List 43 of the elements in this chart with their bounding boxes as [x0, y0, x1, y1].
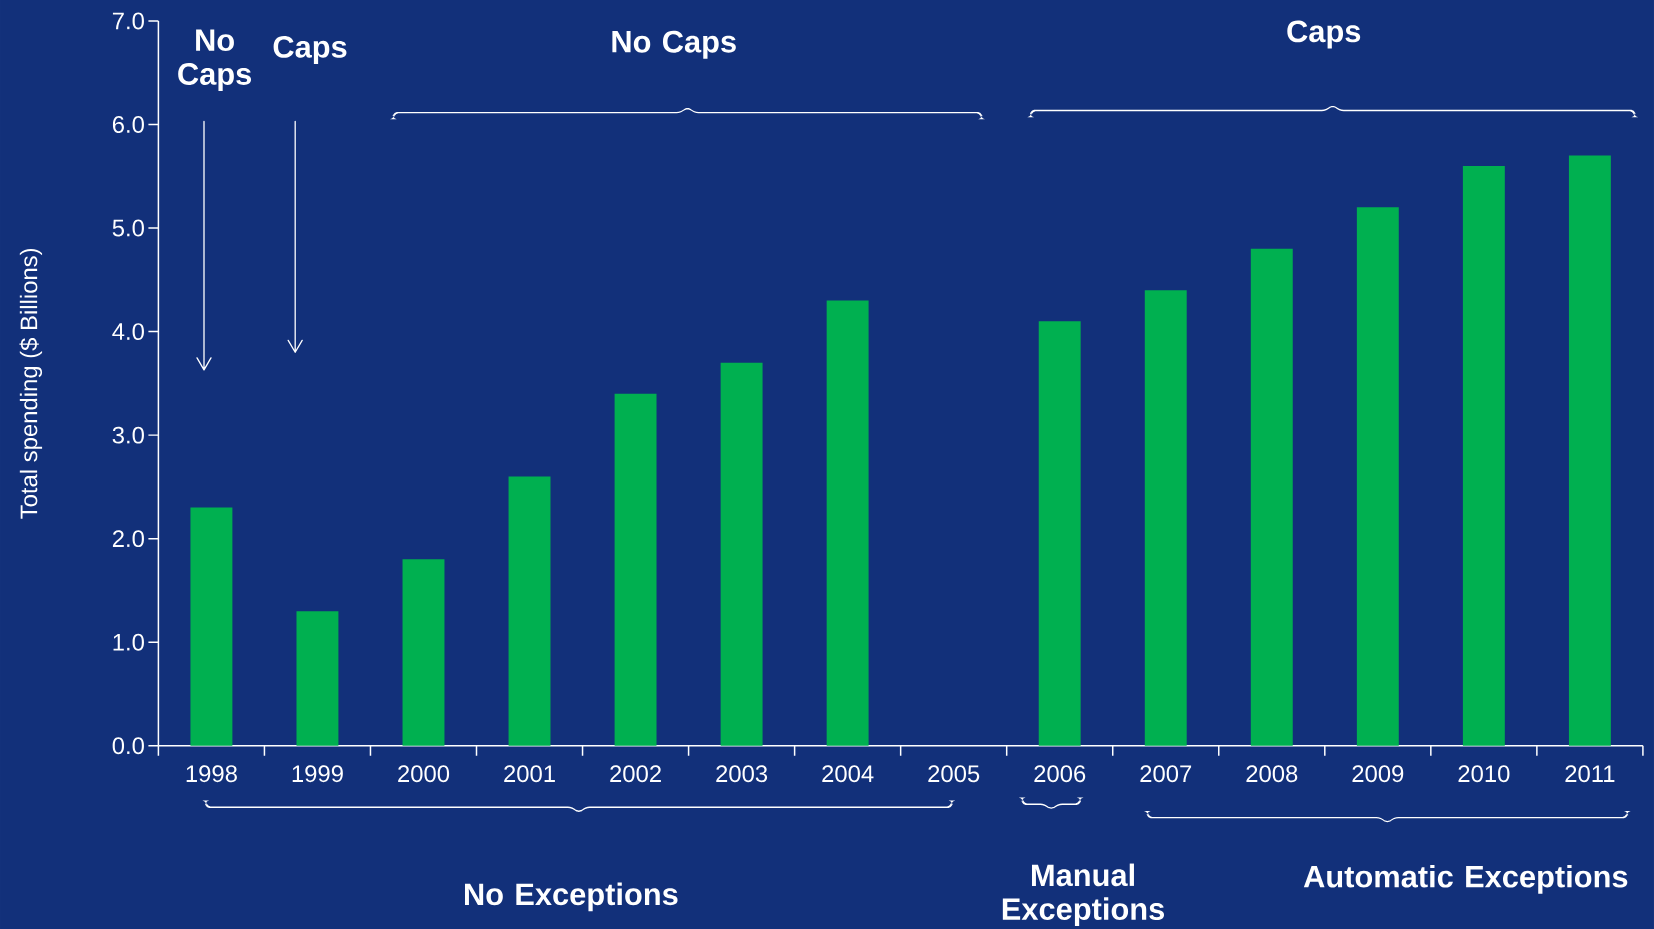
- y-tick-label: 1.0: [113, 633, 144, 651]
- y-tick-label: 4.0: [112, 322, 144, 340]
- x-tick-label: 2005: [928, 765, 980, 782]
- y-tick-label: 3.0: [112, 426, 144, 444]
- y-tick-label: 7.0: [112, 12, 144, 30]
- annotation: Caps: [1287, 20, 1361, 49]
- y-tick-label: 6.0: [112, 115, 144, 133]
- bar: [1568, 155, 1611, 746]
- text: Automatic Exceptions: [1303, 864, 1628, 894]
- y-tick-label: 2.0: [112, 530, 144, 547]
- x-tick-label: 2011: [1565, 765, 1615, 782]
- x-tick-label: 2010: [1458, 765, 1510, 782]
- y-tick-label: 0.0: [112, 737, 144, 754]
- bar: [296, 610, 339, 746]
- annotation: No Caps: [178, 29, 252, 91]
- x-tick-label: 2001: [504, 765, 555, 782]
- text: No Exceptions: [465, 882, 678, 912]
- x-tick-label: 2002: [610, 765, 661, 782]
- x-tick-label: 2009: [1352, 765, 1404, 782]
- x-tick-label: 2008: [1246, 765, 1298, 782]
- x-tick-label: 2006: [1034, 765, 1086, 782]
- y-tick-label: 5.0: [112, 219, 144, 237]
- x-tick-label: 1999: [292, 765, 343, 782]
- x-tick-label: 2003: [716, 765, 768, 782]
- bar: [614, 393, 657, 746]
- bar: [1144, 289, 1187, 746]
- x-tick-label: 2000: [398, 765, 450, 782]
- bar: [1250, 248, 1293, 746]
- bar: [1462, 165, 1505, 746]
- bar: [402, 559, 445, 746]
- bar: [1356, 207, 1399, 746]
- bar: [720, 362, 763, 746]
- text: Manual Exceptions: [1002, 863, 1165, 926]
- annotation: Caps: [273, 35, 347, 64]
- bar: [190, 507, 233, 746]
- bar: [508, 476, 551, 746]
- x-tick-label: 2007: [1140, 765, 1192, 782]
- y-axis-title: Total spending ($ Billions): [19, 248, 43, 519]
- annotation: No Caps: [612, 30, 736, 59]
- bar: [826, 300, 869, 746]
- x-tick-label: 1998: [186, 765, 237, 782]
- x-tick-label: 2004: [822, 765, 874, 782]
- bar: [1038, 321, 1081, 746]
